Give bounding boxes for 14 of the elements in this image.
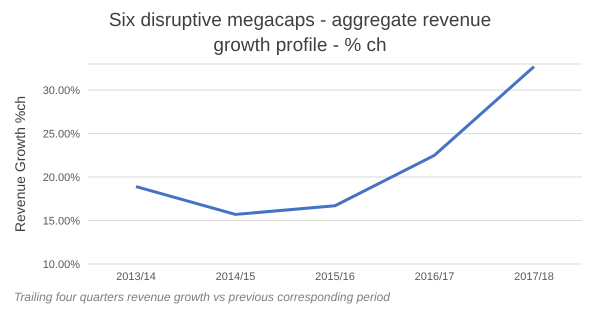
x-tick-label: 2013/14 [116,270,156,283]
x-tick-label: 2016/17 [414,270,454,283]
y-tick-label: 25.00% [42,128,80,140]
text: Trailing four quarters revenue growth vs previous corresponding period [13,290,392,304]
x-tick-label: 2017/18 [514,270,554,283]
chart-title: Six disruptive megacaps - aggregate revenue growth profile - % ch [108,9,492,58]
y-tick-label: 20.00% [42,172,80,184]
x-tick-label: 2014/15 [216,270,256,283]
x-tick-label: 2015/16 [315,270,355,283]
y-tick-label: 30.00% [42,84,80,97]
y-tick-label: 10.00% [42,258,80,271]
y-axis-title: Revenue Growth %ch [12,96,28,232]
y-tick-label: 15.00% [42,215,80,228]
line-series [134,65,536,216]
